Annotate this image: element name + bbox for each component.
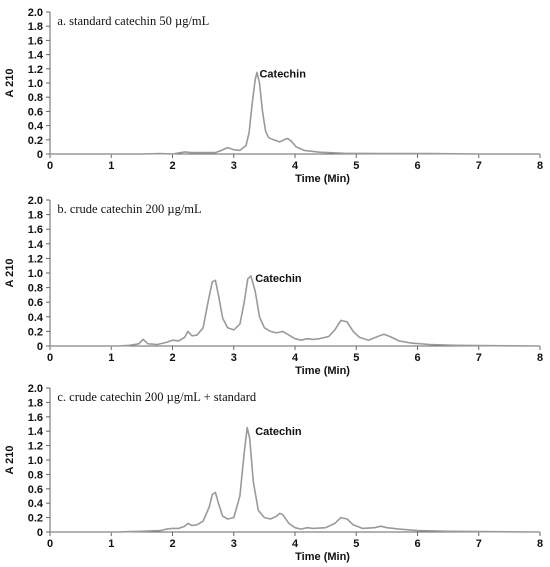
x-axis-label: Time (Min) (295, 365, 350, 377)
y-tick-label: 0.4 (28, 498, 44, 510)
y-tick-label: 2.0 (28, 383, 43, 395)
x-tick-label: 0 (47, 160, 53, 172)
y-axis-label: A 210 (4, 446, 16, 475)
x-tick-label: 6 (414, 538, 420, 550)
x-axis-label: Time (Min) (295, 551, 350, 563)
y-tick-label: 0.6 (28, 106, 43, 118)
x-tick-label: 6 (414, 352, 420, 364)
y-tick-label: 1.8 (28, 21, 43, 33)
y-tick-label: 0.8 (28, 283, 43, 295)
y-tick-label: 1.6 (28, 35, 43, 47)
x-tick-label: 5 (353, 352, 359, 364)
x-tick-label: 0 (47, 538, 53, 550)
x-tick-label: 5 (353, 538, 359, 550)
panel-title: c. crude catechin 200 µg/mL + standard (57, 390, 257, 404)
x-tick-label: 6 (414, 160, 420, 172)
y-tick-label: 0.6 (28, 484, 43, 496)
y-tick-label: 1.6 (28, 224, 43, 236)
chart-panel-2: 0 0.2 0.4 0.6 0.8 1.0 1.2 1.4 1.6 1.8 2.0 0 1 2 3 4 5 6 7 8… (4, 195, 543, 377)
y-axis-label: A 210 (4, 259, 16, 288)
x-tick-label: 8 (537, 538, 543, 550)
y-tick-label: 2.0 (28, 195, 43, 207)
x-tick-label: 4 (292, 538, 299, 550)
chromatogram-trace (50, 71, 540, 155)
y-tick-label: 1.8 (28, 210, 43, 222)
y-tick-label: 0 (37, 527, 43, 539)
peak-annotation: Catechin (255, 426, 302, 438)
y-tick-label: 1.0 (28, 455, 43, 467)
chromatogram-trace (50, 426, 541, 533)
y-tick-label: 0.8 (28, 92, 43, 104)
chart-panel-1: 0 0.2 0.4 0.6 0.8 1.0 1.2 1.4 1.6 1.8 2.0 0 1 2 3 4 5 6 7 8… (4, 7, 543, 185)
y-tick-label: 1.8 (28, 397, 43, 409)
x-tick-label: 2 (169, 538, 175, 550)
x-axis-label: Time (Min) (295, 173, 350, 185)
y-tick-label: 0.2 (28, 135, 43, 147)
y-tick-label: 1.4 (28, 50, 44, 62)
y-tick-label: 0 (37, 149, 43, 161)
x-tick-label: 8 (537, 352, 543, 364)
y-tick-label: 0 (37, 341, 43, 353)
y-tick-label: 0.2 (28, 326, 43, 338)
y-axis-label: A 210 (4, 69, 16, 98)
x-tick-label: 3 (231, 352, 237, 364)
x-tick-label: 7 (476, 538, 482, 550)
y-tick-label: 1.0 (28, 268, 43, 280)
x-tick-label: 3 (231, 538, 237, 550)
y-tick-label: 1.2 (28, 253, 43, 265)
x-tick-label: 1 (108, 538, 114, 550)
y-tick-label: 0.4 (28, 312, 44, 324)
y-tick-label: 0.8 (28, 469, 43, 481)
x-tick-label: 0 (47, 352, 53, 364)
y-tick-label: 1.4 (28, 239, 44, 251)
y-tick-label: 1.2 (28, 441, 43, 453)
panel-title: b. crude catechin 200 µg/mL (57, 202, 201, 216)
x-tick-label: 4 (292, 352, 299, 364)
chart-panel-3: 0 0.2 0.4 0.6 0.8 1.0 1.2 1.4 1.6 1.8 2.0 0 1 2 3 4 5 6 7 8… (4, 383, 543, 563)
panel-title: a. standard catechin 50 µg/mL (57, 14, 209, 28)
y-tick-label: 0.2 (28, 513, 43, 525)
x-tick-label: 4 (292, 160, 299, 172)
chromatogram-trace (50, 275, 541, 347)
peak-annotation: Catechin (255, 273, 302, 285)
x-tick-label: 7 (476, 160, 482, 172)
y-tick-label: 1.6 (28, 412, 43, 424)
x-tick-label: 2 (169, 352, 175, 364)
y-tick-label: 0.4 (28, 121, 44, 133)
x-tick-label: 8 (537, 160, 543, 172)
x-tick-label: 1 (108, 352, 114, 364)
x-tick-label: 3 (231, 160, 237, 172)
y-tick-label: 2.0 (28, 7, 43, 19)
y-tick-label: 1.0 (28, 78, 43, 90)
x-tick-label: 5 (353, 160, 359, 172)
peak-annotation: Catechin (259, 68, 306, 80)
x-tick-label: 7 (476, 352, 482, 364)
x-tick-label: 2 (169, 160, 175, 172)
y-tick-label: 0.6 (28, 297, 43, 309)
x-tick-label: 1 (108, 160, 114, 172)
y-tick-label: 1.4 (28, 426, 44, 438)
y-tick-label: 1.2 (28, 64, 43, 76)
